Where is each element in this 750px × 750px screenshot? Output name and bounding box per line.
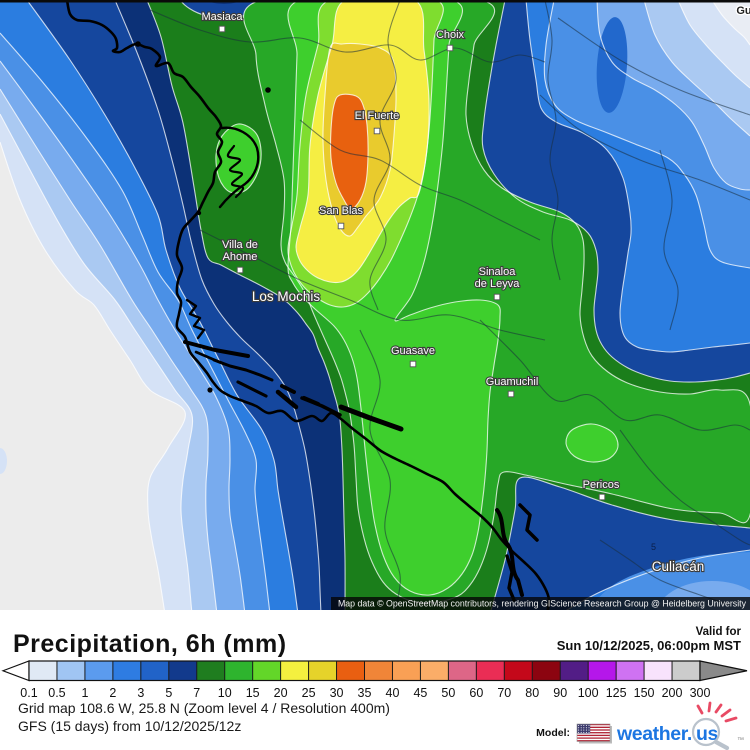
svg-text:300: 300 [690, 686, 711, 700]
svg-text:100: 100 [578, 686, 599, 700]
svg-text:Guasave: Guasave [391, 345, 435, 357]
svg-text:Sun 10/12/2025, 06:00pm MST: Sun 10/12/2025, 06:00pm MST [557, 638, 741, 653]
svg-text:10: 10 [218, 686, 232, 700]
svg-text:2: 2 [109, 686, 116, 700]
svg-text:70: 70 [497, 686, 511, 700]
svg-text:™: ™ [737, 737, 744, 744]
svg-text:Sinaloa: Sinaloa [479, 266, 517, 278]
svg-text:Pericos: Pericos [583, 479, 620, 491]
svg-text:us: us [696, 723, 719, 745]
svg-text:25: 25 [302, 686, 316, 700]
svg-text:80: 80 [525, 686, 539, 700]
svg-text:40: 40 [386, 686, 400, 700]
svg-text:15: 15 [246, 686, 260, 700]
svg-text:3: 3 [137, 686, 144, 700]
svg-text:Model:: Model: [536, 727, 570, 739]
svg-text:1: 1 [81, 686, 88, 700]
svg-text:200: 200 [662, 686, 683, 700]
svg-text:Grid map 108.6 W, 25.8 N (Zoom: Grid map 108.6 W, 25.8 N (Zoom level 4 /… [18, 700, 390, 716]
svg-text:Villa de: Villa de [222, 239, 258, 251]
svg-text:35: 35 [358, 686, 372, 700]
svg-text:150: 150 [634, 686, 655, 700]
svg-text:Culiacán: Culiacán [652, 559, 705, 574]
svg-text:Ahome: Ahome [223, 251, 258, 263]
svg-text:0.5: 0.5 [48, 686, 65, 700]
svg-text:de Leyva: de Leyva [475, 278, 521, 290]
svg-text:50: 50 [441, 686, 455, 700]
svg-text:5: 5 [165, 686, 172, 700]
svg-text:San Blas: San Blas [319, 205, 364, 217]
svg-text:90: 90 [553, 686, 567, 700]
svg-text:20: 20 [274, 686, 288, 700]
svg-text:5: 5 [651, 542, 656, 552]
svg-text:Gu: Gu [736, 5, 750, 17]
svg-text:30: 30 [330, 686, 344, 700]
svg-text:0.1: 0.1 [20, 686, 37, 700]
svg-text:weather.: weather. [616, 723, 692, 745]
svg-text:Precipitation, 6h (mm): Precipitation, 6h (mm) [13, 630, 287, 658]
svg-text:60: 60 [469, 686, 483, 700]
svg-text:45: 45 [413, 686, 427, 700]
svg-text:7: 7 [193, 686, 200, 700]
svg-text:Valid for: Valid for [696, 626, 742, 638]
svg-text:El Fuerte: El Fuerte [355, 110, 400, 122]
svg-text:Masiaca: Masiaca [202, 11, 244, 23]
svg-text:125: 125 [606, 686, 627, 700]
svg-text:Los Mochis: Los Mochis [252, 289, 321, 304]
svg-text:Choix: Choix [436, 29, 465, 41]
svg-text:Map data © OpenStreetMap contr: Map data © OpenStreetMap contributors, r… [338, 599, 747, 609]
svg-text:GFS (15 days) from 10/12/2025: GFS (15 days) from 10/12/2025/12z [18, 718, 241, 734]
svg-text:Guamuchil: Guamuchil [486, 376, 539, 388]
